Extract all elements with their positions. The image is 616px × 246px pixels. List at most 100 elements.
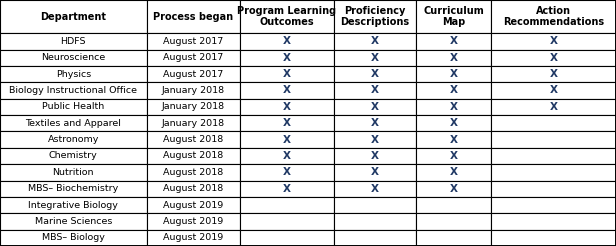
Text: MBS– Biology: MBS– Biology xyxy=(42,233,105,242)
Text: August 2017: August 2017 xyxy=(163,70,224,79)
Text: X: X xyxy=(450,102,457,112)
Bar xyxy=(334,131,416,148)
Text: X: X xyxy=(450,53,457,63)
Bar xyxy=(491,164,616,181)
Bar xyxy=(416,131,491,148)
Bar xyxy=(240,197,334,213)
Bar xyxy=(0,230,147,246)
Text: X: X xyxy=(283,167,291,177)
Text: Action
Recommendations: Action Recommendations xyxy=(503,6,604,27)
Bar xyxy=(147,0,240,33)
Text: X: X xyxy=(450,118,457,128)
Bar xyxy=(334,99,416,115)
Bar xyxy=(334,164,416,181)
Text: Program Learning
Outcomes: Program Learning Outcomes xyxy=(238,6,336,27)
Text: X: X xyxy=(549,102,557,112)
Bar xyxy=(0,181,147,197)
Bar xyxy=(0,131,147,148)
Text: X: X xyxy=(283,86,291,95)
Text: X: X xyxy=(450,167,457,177)
Text: Textiles and Apparel: Textiles and Apparel xyxy=(25,119,121,128)
Text: X: X xyxy=(371,167,379,177)
Text: August 2019: August 2019 xyxy=(163,217,224,226)
Bar xyxy=(0,197,147,213)
Text: X: X xyxy=(283,135,291,145)
Bar xyxy=(0,148,147,164)
Text: Public Health: Public Health xyxy=(42,102,105,111)
Bar xyxy=(240,131,334,148)
Bar xyxy=(491,197,616,213)
Text: X: X xyxy=(371,86,379,95)
Text: X: X xyxy=(549,36,557,46)
Text: X: X xyxy=(371,36,379,46)
Bar xyxy=(147,66,240,82)
Text: Astronomy: Astronomy xyxy=(47,135,99,144)
Bar xyxy=(491,148,616,164)
Text: Proficiency
Descriptions: Proficiency Descriptions xyxy=(340,6,410,27)
Bar xyxy=(147,131,240,148)
Bar xyxy=(147,115,240,131)
Bar xyxy=(334,148,416,164)
Text: X: X xyxy=(450,69,457,79)
Bar xyxy=(240,50,334,66)
Bar xyxy=(334,0,416,33)
Bar xyxy=(147,33,240,50)
Bar xyxy=(334,197,416,213)
Bar xyxy=(0,82,147,99)
Bar xyxy=(491,82,616,99)
Text: X: X xyxy=(450,184,457,194)
Text: X: X xyxy=(450,151,457,161)
Bar xyxy=(491,33,616,50)
Text: August 2019: August 2019 xyxy=(163,200,224,210)
Bar xyxy=(491,230,616,246)
Text: X: X xyxy=(450,36,457,46)
Bar xyxy=(416,99,491,115)
Bar xyxy=(240,213,334,230)
Bar xyxy=(240,33,334,50)
Bar xyxy=(491,0,616,33)
Bar xyxy=(240,66,334,82)
Bar xyxy=(491,99,616,115)
Bar xyxy=(416,0,491,33)
Bar xyxy=(0,99,147,115)
Bar xyxy=(416,115,491,131)
Text: Nutrition: Nutrition xyxy=(52,168,94,177)
Bar xyxy=(416,50,491,66)
Bar xyxy=(416,82,491,99)
Text: X: X xyxy=(283,118,291,128)
Bar xyxy=(334,82,416,99)
Bar xyxy=(334,33,416,50)
Text: X: X xyxy=(371,118,379,128)
Bar xyxy=(147,82,240,99)
Text: August 2017: August 2017 xyxy=(163,37,224,46)
Bar xyxy=(147,148,240,164)
Text: Chemistry: Chemistry xyxy=(49,152,98,160)
Bar xyxy=(147,230,240,246)
Text: August 2019: August 2019 xyxy=(163,233,224,242)
Text: Curriculum
Map: Curriculum Map xyxy=(423,6,484,27)
Bar xyxy=(491,66,616,82)
Text: X: X xyxy=(371,53,379,63)
Text: January 2018: January 2018 xyxy=(162,119,225,128)
Text: X: X xyxy=(283,184,291,194)
Bar xyxy=(147,197,240,213)
Bar xyxy=(334,213,416,230)
Bar xyxy=(416,181,491,197)
Text: Marine Sciences: Marine Sciences xyxy=(34,217,112,226)
Bar xyxy=(0,213,147,230)
Text: X: X xyxy=(371,151,379,161)
Bar xyxy=(334,115,416,131)
Bar xyxy=(240,99,334,115)
Text: X: X xyxy=(549,69,557,79)
Text: Physics: Physics xyxy=(55,70,91,79)
Text: HDFS: HDFS xyxy=(60,37,86,46)
Text: MBS– Biochemistry: MBS– Biochemistry xyxy=(28,184,118,193)
Bar xyxy=(0,0,147,33)
Text: August 2018: August 2018 xyxy=(163,135,224,144)
Bar xyxy=(147,181,240,197)
Bar xyxy=(147,50,240,66)
Text: X: X xyxy=(371,102,379,112)
Text: Integrative Biology: Integrative Biology xyxy=(28,200,118,210)
Text: X: X xyxy=(283,102,291,112)
Bar xyxy=(240,0,334,33)
